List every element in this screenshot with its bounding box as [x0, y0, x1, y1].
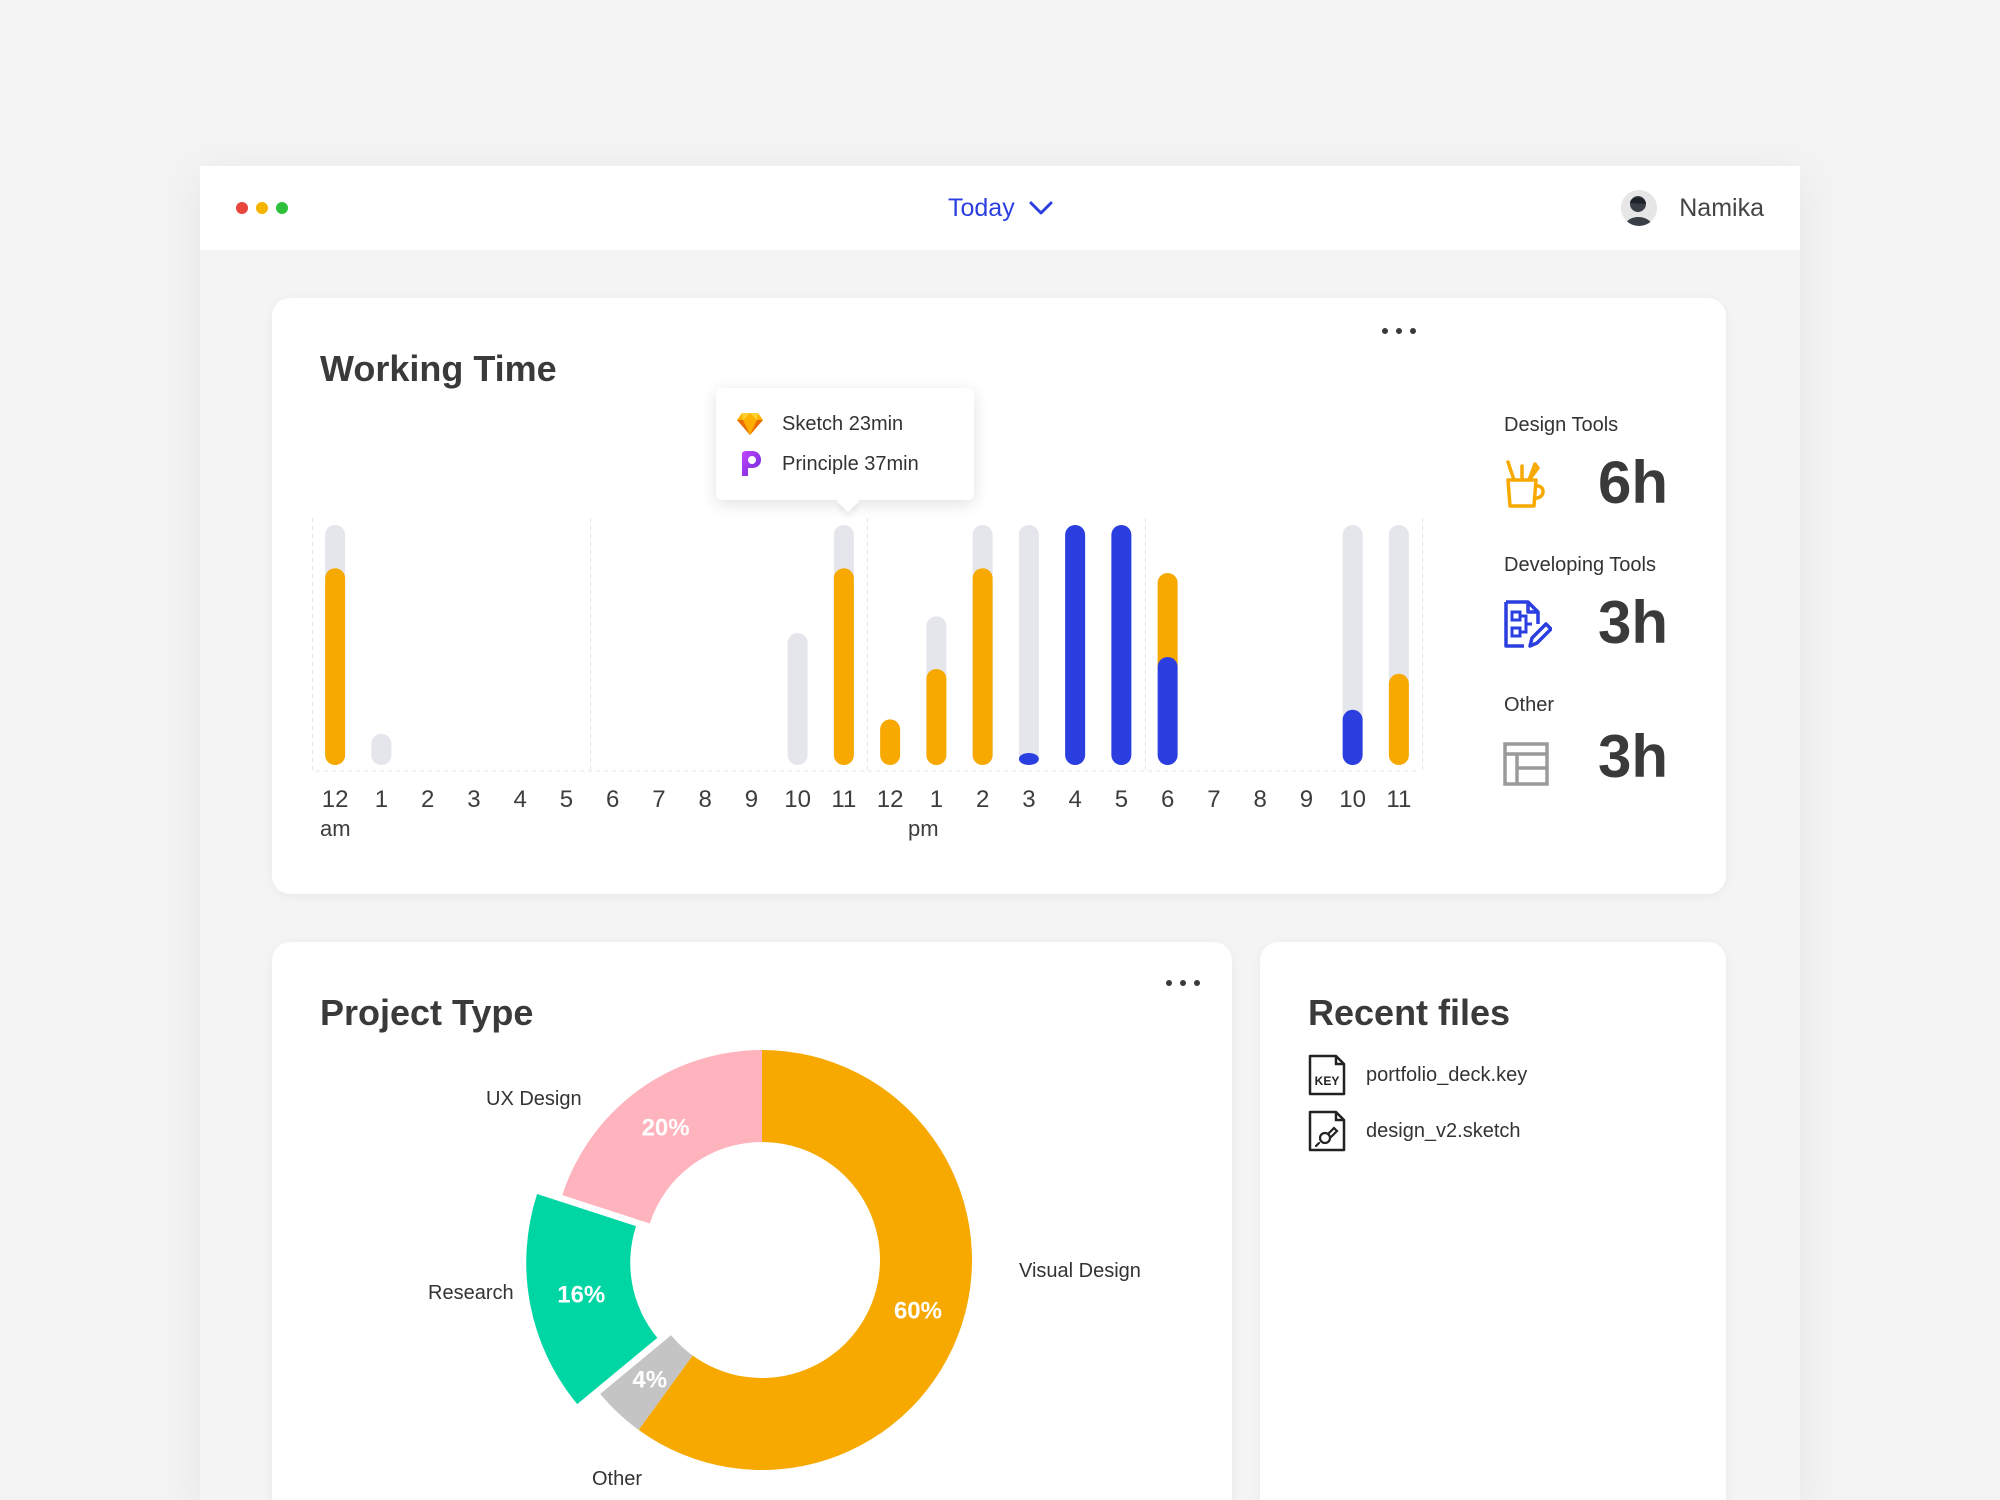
sketch-file-icon — [1308, 1110, 1346, 1152]
title-bar: Today Namika — [200, 166, 1800, 250]
more-options-icon[interactable] — [1382, 328, 1416, 336]
pie-value-visual-design: 60% — [894, 1298, 942, 1325]
working-time-card: Working Time 12 1 2 3 4 5 6 7 8 9 10 11 12 1 2 3 4 5 6 7 8 9 1… — [272, 298, 1726, 894]
chart-guides — [313, 518, 1423, 771]
bar-track-10[interactable] — [788, 633, 808, 765]
pm-label: pm — [908, 816, 939, 842]
avatar — [1621, 190, 1657, 226]
stat-value-design-tools: 6h — [1598, 448, 1668, 517]
stat-value-developing-tools: 3h — [1598, 588, 1668, 657]
bar-track-15[interactable] — [1019, 525, 1039, 765]
pie-label-visual-design: Visual Design — [1019, 1260, 1141, 1283]
period-label: Today — [948, 194, 1015, 223]
tooltip-row-principle: Principle 37min — [736, 450, 919, 478]
chevron-down-icon — [1029, 200, 1053, 216]
project-type-donut-chart: 60% 4% 16% 20% — [272, 942, 1232, 1500]
stat-title-developing-tools: Developing Tools — [1504, 554, 1656, 577]
file-item-design-v2[interactable]: design_v2.sketch — [1308, 1110, 1521, 1152]
tooltip-principle-text: Principle 37min — [782, 453, 919, 476]
other-layout-icon — [1502, 738, 1552, 790]
principle-icon — [736, 450, 764, 478]
bar-developing-16[interactable] — [1065, 525, 1085, 765]
tooltip-row-sketch: Sketch 23min — [736, 410, 903, 438]
pie-value-other: 4% — [632, 1367, 667, 1394]
bar-track-1[interactable] — [371, 734, 391, 765]
stat-title-design-tools: Design Tools — [1504, 414, 1618, 437]
bar-design-14[interactable] — [973, 568, 993, 765]
minimize-window-button[interactable] — [256, 202, 268, 214]
bar-developing-15[interactable] — [1019, 753, 1039, 765]
recent-files-title: Recent files — [1308, 992, 1510, 1034]
hour-tick-label: 11 — [1369, 786, 1429, 814]
stat-title-other: Other — [1504, 694, 1554, 717]
file-name: portfolio_deck.key — [1366, 1064, 1527, 1087]
sketch-icon — [736, 410, 764, 438]
pie-label-other: Other — [592, 1468, 642, 1491]
user-name: Namika — [1679, 194, 1764, 223]
app-window: Today Namika Working Time — [200, 166, 1800, 1500]
bar-design-11[interactable] — [834, 568, 854, 765]
bar-design-23[interactable] — [1389, 674, 1409, 765]
period-selector[interactable]: Today — [948, 188, 1053, 228]
bar-developing-22[interactable] — [1343, 710, 1363, 765]
bar-tooltip: Sketch 23min Principle 37min — [716, 388, 974, 500]
pie-value-ux-design: 20% — [642, 1114, 690, 1141]
stat-value-other: 3h — [1598, 722, 1668, 791]
am-label: am — [320, 816, 351, 842]
bar-design-13[interactable] — [926, 669, 946, 765]
bar-design-12[interactable] — [880, 719, 900, 765]
pie-label-research: Research — [428, 1282, 514, 1305]
pie-label-ux-design: UX Design — [486, 1088, 582, 1111]
project-type-card: Project Type 60% 4% 16% 20% Visual Design O… — [272, 942, 1232, 1500]
tooltip-sketch-text: Sketch 23min — [782, 413, 903, 436]
keynote-file-icon: KEY — [1308, 1054, 1346, 1096]
bar-design-0[interactable] — [325, 568, 345, 765]
developing-tools-icon — [1502, 598, 1552, 650]
maximize-window-button[interactable] — [276, 202, 288, 214]
bar-developing-18[interactable] — [1158, 657, 1178, 765]
pie-value-research: 16% — [557, 1281, 605, 1308]
bar-developing-17[interactable] — [1111, 525, 1131, 765]
user-menu[interactable]: Namika — [1621, 188, 1764, 228]
working-time-chart — [312, 508, 1452, 828]
recent-files-card: Recent files KEY portfolio_deck.key desi… — [1260, 942, 1726, 1500]
file-name: design_v2.sketch — [1366, 1120, 1521, 1143]
working-time-title: Working Time — [320, 348, 557, 390]
design-tools-mug-icon — [1502, 458, 1552, 510]
file-item-portfolio-deck[interactable]: KEY portfolio_deck.key — [1308, 1054, 1527, 1096]
svg-text:KEY: KEY — [1315, 1074, 1340, 1088]
close-window-button[interactable] — [236, 202, 248, 214]
